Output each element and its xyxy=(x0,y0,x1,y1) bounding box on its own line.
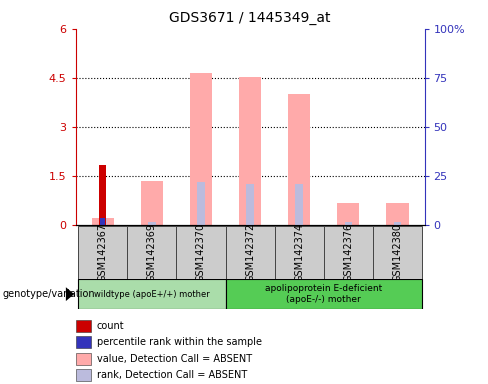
Bar xyxy=(288,94,310,225)
Text: GSM142376: GSM142376 xyxy=(344,223,353,282)
Bar xyxy=(239,77,261,225)
Bar xyxy=(386,204,408,225)
Bar xyxy=(275,226,324,280)
Bar xyxy=(190,73,212,225)
Bar xyxy=(337,204,360,225)
Bar xyxy=(92,218,114,225)
Text: wildtype (apoE+/+) mother: wildtype (apoE+/+) mother xyxy=(94,290,210,299)
Text: GSM142372: GSM142372 xyxy=(245,223,255,282)
Bar xyxy=(100,218,105,225)
Text: value, Detection Call = ABSENT: value, Detection Call = ABSENT xyxy=(97,354,252,364)
Bar xyxy=(225,226,275,280)
Bar xyxy=(127,226,176,280)
Text: count: count xyxy=(97,321,124,331)
Text: percentile rank within the sample: percentile rank within the sample xyxy=(97,338,262,348)
Bar xyxy=(76,353,91,365)
Bar xyxy=(246,184,254,225)
Text: apolipoprotein E-deficient
(apoE-/-) mother: apolipoprotein E-deficient (apoE-/-) mot… xyxy=(265,285,383,304)
Text: GSM142369: GSM142369 xyxy=(147,223,157,282)
Bar xyxy=(176,226,225,280)
Polygon shape xyxy=(66,287,74,301)
Bar xyxy=(345,222,352,225)
Bar xyxy=(225,279,422,309)
Bar xyxy=(148,222,156,225)
Bar xyxy=(295,184,303,225)
Text: GSM142367: GSM142367 xyxy=(98,223,108,282)
Text: GSM142380: GSM142380 xyxy=(392,223,403,282)
Bar xyxy=(99,218,106,225)
Title: GDS3671 / 1445349_at: GDS3671 / 1445349_at xyxy=(169,11,331,25)
Bar xyxy=(78,226,127,280)
Bar xyxy=(324,226,373,280)
Text: GSM142374: GSM142374 xyxy=(294,223,304,282)
Text: GSM142370: GSM142370 xyxy=(196,223,206,282)
Bar xyxy=(141,180,163,225)
Bar xyxy=(394,222,402,225)
Text: rank, Detection Call = ABSENT: rank, Detection Call = ABSENT xyxy=(97,370,247,381)
Bar xyxy=(78,279,225,309)
Bar xyxy=(373,226,422,280)
Text: genotype/variation: genotype/variation xyxy=(2,289,95,299)
Bar xyxy=(76,336,91,348)
Bar xyxy=(76,369,91,381)
Bar xyxy=(100,165,106,225)
Bar xyxy=(76,319,91,332)
Bar xyxy=(197,182,205,225)
